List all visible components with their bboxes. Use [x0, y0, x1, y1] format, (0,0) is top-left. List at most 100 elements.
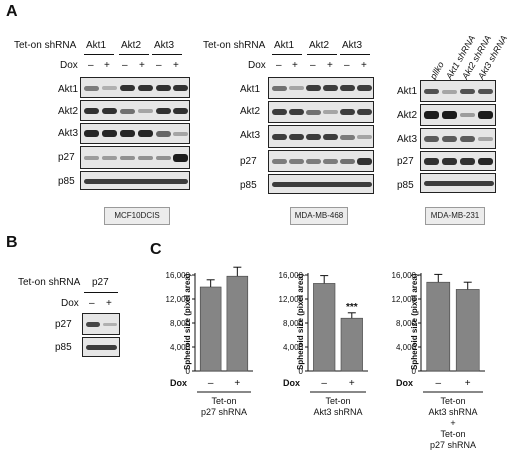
- dox-sign: –: [122, 60, 128, 71]
- bar: [226, 275, 249, 372]
- condition-label: Tet-on: [440, 396, 465, 406]
- condition-label: Akt3 shRNA: [313, 407, 362, 417]
- panel-a-label: A: [6, 3, 18, 20]
- x-axis-label: Dox: [283, 378, 300, 388]
- blot-strip: [268, 101, 374, 123]
- blot-strip: [80, 123, 190, 144]
- y-tick-label: 4,000: [396, 343, 417, 352]
- lane-label-akt3: Akt3: [154, 40, 175, 51]
- bar: [455, 289, 480, 372]
- lane-group-underline: [307, 54, 337, 55]
- dox-sign: –: [208, 378, 214, 389]
- y-tick-label: 4,000: [283, 343, 304, 352]
- blot-row-label: Akt2: [397, 110, 418, 121]
- blot-strip: [82, 313, 120, 335]
- y-tick-label: 0: [299, 367, 304, 376]
- blot-row-label: p85: [397, 180, 414, 191]
- dox-sign: +: [327, 60, 333, 71]
- cell-line-label: MDA-MB-468: [290, 207, 348, 225]
- panel-b-label: B: [6, 234, 18, 251]
- dox-sign: –: [344, 60, 350, 71]
- y-tick-label: 0: [186, 367, 191, 376]
- blot-row-label: Akt1: [397, 86, 418, 97]
- dox-sign: –: [276, 60, 282, 71]
- blot-strip: [420, 151, 496, 171]
- blot-row-label: Akt1: [58, 84, 79, 95]
- blot-strip: [420, 173, 496, 193]
- blot-strip: [268, 125, 374, 148]
- lane-group-underline: [152, 54, 182, 55]
- dox-sign: +: [361, 60, 367, 71]
- x-axis-label: Dox: [396, 378, 413, 388]
- bar: [340, 317, 363, 372]
- bar: [313, 283, 336, 372]
- blot-row-label: Akt1: [240, 84, 261, 95]
- lane-label-akt3: Akt3: [342, 40, 363, 51]
- lane-group-underline: [84, 54, 114, 55]
- dox-sign: –: [310, 60, 316, 71]
- dox-sign: +: [104, 60, 110, 71]
- blot-strip: [80, 77, 190, 98]
- dox-sign: +: [465, 378, 471, 389]
- y-tick-label: 4,000: [170, 343, 191, 352]
- condition-label: +: [450, 418, 455, 428]
- lane-label-akt1: Akt1: [86, 40, 107, 51]
- tet-on-shrna-label: Tet-on shRNA: [18, 277, 81, 288]
- condition-label: p27 shRNA: [430, 440, 476, 450]
- blot-row-label: Akt2: [240, 106, 261, 117]
- significance-marker: ***: [346, 302, 358, 313]
- condition-label: Akt3 shRNA: [428, 407, 477, 417]
- blot-row-label: p27: [58, 152, 75, 163]
- blot-strip: [420, 104, 496, 126]
- blot-row-label: p27: [240, 156, 257, 167]
- bar: [426, 281, 451, 372]
- y-tick-label: 16,000: [392, 271, 417, 280]
- condition-label: Tet-on: [211, 396, 236, 406]
- blot-strip: [420, 80, 496, 102]
- blot-row-label: p27: [55, 319, 72, 330]
- cell-line-label: MCF10DCIS: [104, 207, 170, 225]
- y-tick-label: 8,000: [283, 319, 304, 328]
- y-tick-label: 12,000: [166, 295, 191, 304]
- dox-sign: –: [321, 378, 327, 389]
- tet-on-shrna-label: Tet-on shRNA: [14, 40, 77, 51]
- blot-strip: [82, 337, 120, 357]
- blot-strip: [80, 100, 190, 121]
- lane-group-underline: [272, 54, 302, 55]
- panel-c-label: C: [150, 241, 162, 258]
- y-tick-label: 12,000: [392, 295, 417, 304]
- cell-line-label: MDA-MB-231: [425, 207, 485, 225]
- lane-label-akt2: Akt2: [121, 40, 142, 51]
- dox-sign: +: [106, 298, 112, 309]
- y-tick-label: 0: [412, 367, 417, 376]
- blot-row-label: p27: [397, 156, 414, 167]
- dox-sign: +: [173, 60, 179, 71]
- y-tick-label: 8,000: [396, 319, 417, 328]
- dox-sign: –: [435, 378, 441, 389]
- dox-sign: +: [234, 378, 240, 389]
- y-tick-label: 16,000: [166, 271, 191, 280]
- condition-label: p27 shRNA: [201, 407, 247, 417]
- blot-strip: [80, 146, 190, 169]
- blot-row-label: p85: [55, 342, 72, 353]
- y-tick-label: 12,000: [279, 295, 304, 304]
- bar: [199, 286, 222, 372]
- blot-row-label: Akt3: [240, 130, 261, 141]
- blot-strip: [80, 171, 190, 190]
- dox-label: Dox: [60, 60, 78, 71]
- blot-strip: [268, 77, 374, 99]
- dox-sign: +: [139, 60, 145, 71]
- dox-sign: +: [349, 378, 355, 389]
- blot-row-label: Akt3: [58, 128, 79, 139]
- dox-label: Dox: [61, 298, 79, 309]
- lane-group-underline: [119, 54, 149, 55]
- dox-label: Dox: [248, 60, 266, 71]
- blot-row-label: p85: [240, 180, 257, 191]
- dox-sign: –: [156, 60, 162, 71]
- y-tick-label: 8,000: [170, 319, 191, 328]
- blot-row-label: Akt3: [397, 134, 418, 145]
- lane-label-p27: p27: [92, 277, 109, 288]
- dox-sign: +: [292, 60, 298, 71]
